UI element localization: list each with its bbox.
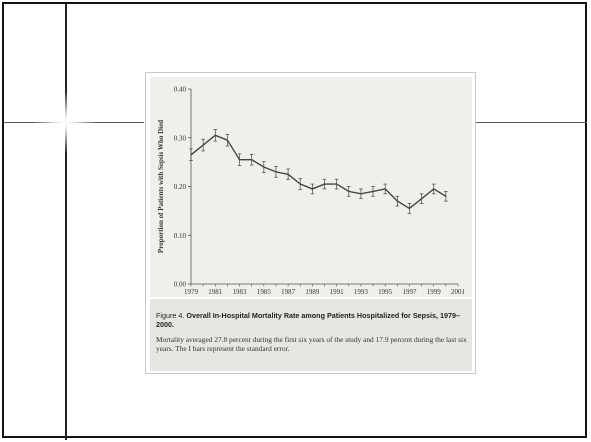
plot-panel: 0.00 0.10 0.20 0.30 0.40 1979 1981 1983 1985 1987…	[150, 77, 472, 297]
x-tick-label: 1991	[330, 288, 345, 296]
caption-title: Figure 4. Overall In-Hospital Mortality …	[156, 311, 466, 329]
x-tick-label: 1987	[281, 288, 296, 296]
data-point	[384, 188, 386, 190]
caption-body: Mortality averaged 27.8 percent during t…	[156, 335, 467, 353]
light-glare	[30, 92, 100, 152]
y-tick-label: 0.40	[174, 86, 187, 94]
data-point	[408, 207, 411, 210]
data-point	[396, 200, 398, 202]
data-point	[372, 190, 374, 192]
figure-label: Figure 4.	[156, 311, 185, 320]
data-point	[336, 183, 338, 185]
x-tick-label: 1993	[354, 288, 369, 296]
data-point	[323, 183, 326, 185]
horizontal-guide-line-right	[476, 122, 587, 123]
x-tick-label: 1981	[208, 288, 223, 296]
x-tick-label: 1999	[427, 288, 442, 296]
x-tick-label: 1979	[184, 288, 199, 296]
vertical-guide-line	[65, 4, 67, 440]
data-point	[287, 173, 289, 175]
slide-frame	[2, 2, 587, 438]
data-point	[433, 188, 435, 190]
y-tick-label: 0.20	[174, 183, 187, 191]
data-point	[420, 198, 423, 200]
data-point	[238, 159, 241, 161]
data-point	[251, 159, 253, 161]
data-point	[263, 166, 265, 168]
figure-title: Overall In-Hospital Mortality Rate among…	[156, 311, 460, 329]
series-line	[190, 134, 447, 210]
x-tick-label: 1985	[257, 288, 272, 296]
data-point	[202, 144, 204, 146]
figure-card: 0.00 0.10 0.20 0.30 0.40 1979 1981 1983 1985 1987…	[145, 72, 476, 374]
y-tick-label: 0.30	[174, 134, 187, 142]
y-tick-label: 0.10	[174, 232, 187, 240]
data-point	[360, 193, 362, 195]
mortality-chart: 0.00 0.10 0.20 0.30 0.40 1979 1981 1983 1985 1987…	[157, 86, 466, 297]
data-point	[275, 171, 277, 173]
data-point	[226, 139, 229, 141]
data-point	[311, 188, 313, 190]
x-tick-label: 1995	[378, 288, 393, 296]
data-point	[190, 154, 192, 156]
figure-caption: Figure 4. Overall In-Hospital Mortality …	[150, 299, 472, 371]
x-tick-label: 1983	[233, 288, 248, 296]
data-point	[445, 195, 447, 197]
data-point	[348, 190, 350, 192]
x-tick-label: 2001	[451, 288, 466, 296]
x-tick-label: 1997	[402, 288, 417, 296]
y-tick-label: 0.00	[174, 281, 187, 289]
data-point	[299, 183, 301, 185]
data-point	[214, 134, 216, 136]
x-tick-label: 1989	[305, 288, 320, 296]
y-axis-title: Proportion of Patients with Sepsis Who D…	[157, 120, 165, 253]
